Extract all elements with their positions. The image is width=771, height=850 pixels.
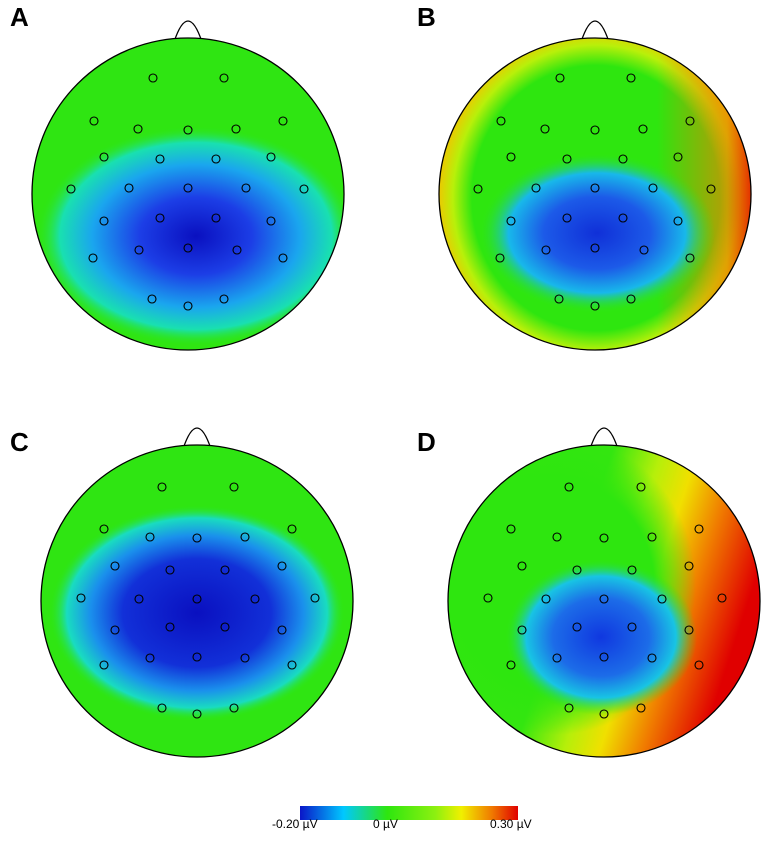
scalp-map-d bbox=[447, 427, 761, 758]
panel-label-a: A bbox=[10, 2, 29, 32]
scalp-map-b bbox=[438, 20, 752, 351]
colorbar-min-label: -0.20 µV bbox=[272, 817, 318, 831]
colorbar bbox=[300, 806, 518, 820]
colorbar-max-label: 0.30 µV bbox=[490, 817, 532, 831]
colorbar-zero-label: 0 µV bbox=[373, 817, 398, 831]
scalp-map-a bbox=[31, 20, 345, 351]
electrodes-b bbox=[473, 73, 716, 311]
panel-label-d: D bbox=[417, 427, 436, 457]
electrodes-a bbox=[66, 73, 309, 311]
panel-label-c: C bbox=[10, 427, 29, 457]
electrodes-c bbox=[76, 482, 320, 719]
electrodes-d bbox=[483, 482, 727, 719]
panel-label-b: B bbox=[417, 2, 436, 32]
scalp-map-c bbox=[40, 427, 354, 758]
colorbar-gradient bbox=[300, 806, 518, 820]
